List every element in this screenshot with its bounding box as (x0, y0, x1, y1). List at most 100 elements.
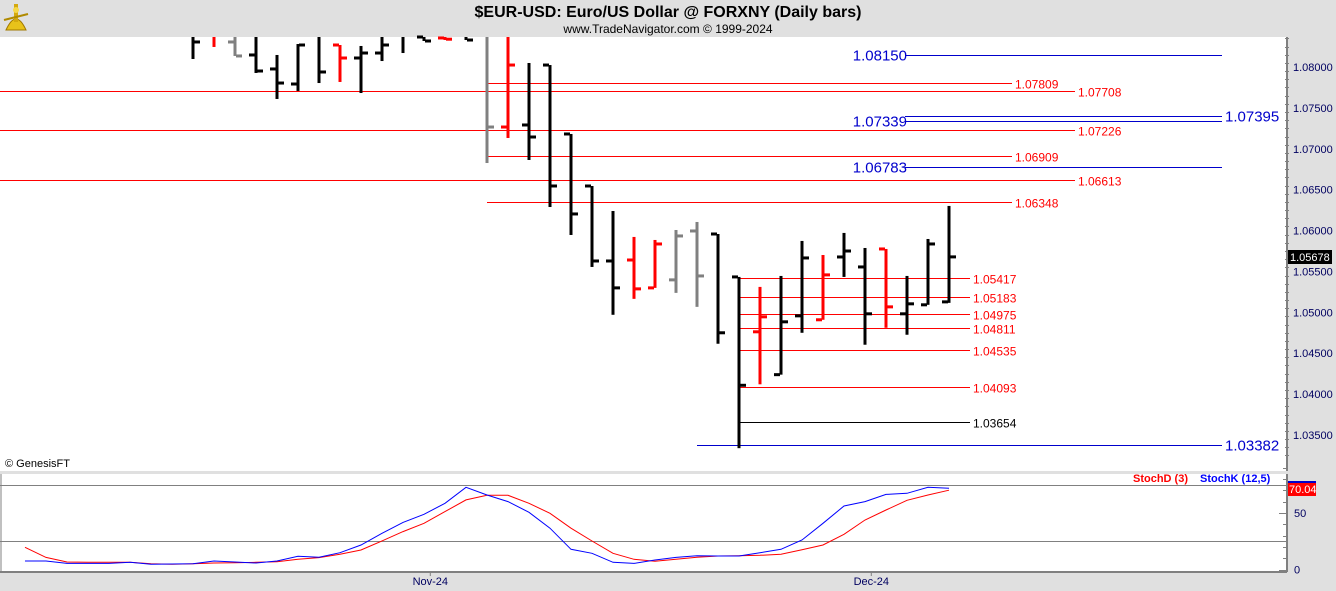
level-label: 1.07708 (1078, 86, 1122, 100)
bar-open-tick (270, 67, 276, 71)
bar-open-tick (816, 318, 822, 322)
stoch-tick-label: 0 (1294, 565, 1300, 577)
price-tick-label: 1.06500 (1293, 185, 1333, 197)
level-label: 1.05417 (973, 273, 1017, 287)
price-tick-label: 1.05500 (1293, 266, 1333, 278)
bar-close-tick (194, 40, 200, 44)
bar-close-tick (698, 274, 704, 278)
bar-open-tick (291, 82, 297, 86)
ohlc-bar (816, 255, 830, 322)
bar-range (296, 44, 300, 91)
bar-close-tick (656, 242, 662, 246)
ohlc-bar (774, 275, 788, 377)
price-tick-label: 1.05000 (1293, 307, 1333, 319)
legend-stochd: StochD (3) (1133, 473, 1188, 485)
bar-open-tick (417, 35, 423, 39)
level-label: 1.08150 (853, 48, 907, 65)
bar-close-tick (551, 184, 557, 188)
ohlc-bar (501, 37, 515, 138)
bar-close-tick (845, 249, 851, 253)
level-label: 1.05183 (973, 292, 1017, 306)
last-price-box (1288, 250, 1332, 264)
bar-close-tick (593, 259, 599, 263)
sextant-logo-icon (3, 4, 29, 31)
bar-range (821, 255, 825, 320)
stochastic-lines (0, 485, 1287, 565)
level-lines: 1.08150 1.07809 1.07708 1.07395 1.07339 1.072… (0, 48, 1279, 455)
price-tick-label: 1.03500 (1293, 430, 1333, 442)
watermark: © GenesisFT (5, 458, 70, 470)
price-bars (191, 35, 956, 449)
bar-close-tick (677, 234, 683, 238)
bar-range (800, 240, 804, 333)
ohlc-bar (228, 37, 242, 58)
bar-range (842, 232, 846, 277)
bar-close-tick (761, 315, 767, 319)
bar-open-tick (375, 51, 381, 55)
ohlc-bar (417, 35, 431, 43)
bar-open-tick (921, 303, 927, 307)
bar-close-tick (383, 43, 389, 47)
bar-open-tick (249, 53, 255, 57)
bar-range (464, 37, 468, 41)
bar-open-tick (732, 275, 738, 279)
panel-separator[interactable] (0, 471, 1287, 474)
stoch-last-box (1288, 482, 1316, 496)
bar-range (947, 205, 951, 303)
bar-range (863, 247, 867, 345)
bar-open-tick (438, 36, 444, 40)
level-label: 1.06909 (1015, 151, 1059, 165)
bar-range (695, 221, 699, 307)
bar-close-tick (719, 331, 725, 335)
price-tick-label: 1.07000 (1293, 144, 1333, 156)
bar-open-tick (837, 255, 843, 259)
level-label: 1.06613 (1078, 175, 1122, 189)
last-price-label: 1.05678 (1290, 252, 1330, 264)
price-tick-label: 1.04500 (1293, 348, 1333, 360)
stoch-last-value: 70.04 (1289, 484, 1317, 496)
bar-close-tick (530, 135, 536, 139)
bar-close-tick (635, 287, 641, 291)
bar-close-tick (467, 38, 473, 42)
chart-subtitle: www.TradeNavigator.com © 1999-2024 (562, 22, 772, 36)
bar-close-tick (929, 242, 935, 246)
bar-open-tick (690, 229, 696, 233)
bar-open-tick (564, 132, 570, 136)
bar-range (191, 37, 195, 59)
bar-range (548, 65, 552, 208)
bar-close-tick (341, 56, 347, 60)
bar-open-tick (585, 184, 591, 188)
level-label: 1.03382 (1225, 438, 1279, 455)
bar-range (422, 37, 426, 41)
ohlc-bar (212, 37, 216, 47)
bar-range (716, 233, 720, 344)
ohlc-bar (732, 275, 746, 449)
ohlc-bar (485, 37, 494, 164)
bar-range (443, 37, 447, 41)
ohlc-bar (606, 211, 620, 315)
bar-close-tick (278, 81, 284, 85)
bar-close-tick (299, 43, 305, 47)
price-tick-label: 1.08000 (1293, 62, 1333, 74)
bar-close-tick (614, 286, 620, 290)
bar-range (233, 37, 237, 56)
ohlc-bar (375, 37, 389, 62)
level-label: 1.07809 (1015, 78, 1059, 92)
date-tick-label: Dec-24 (854, 576, 889, 588)
ohlc-bar (564, 132, 578, 235)
ohlc-bar (669, 229, 683, 293)
stoch-axis[interactable]: 50 0 (1279, 468, 1306, 577)
level-label: 1.06783 (853, 160, 907, 177)
price-tick-label: 1.04000 (1293, 389, 1333, 401)
bar-range (401, 37, 405, 54)
bar-range (905, 275, 909, 335)
bar-range (485, 37, 489, 164)
bar-open-tick (858, 265, 864, 269)
ohlc-bar (354, 45, 368, 94)
ohlc-bar (291, 43, 305, 91)
level-label: 1.03654 (973, 417, 1017, 431)
bar-close-tick (509, 63, 515, 67)
price-axis[interactable]: 1.08000 1.07500 1.07000 1.06500 1.06000 1.055… (1285, 38, 1333, 456)
level-label: 1.07226 (1078, 125, 1122, 139)
